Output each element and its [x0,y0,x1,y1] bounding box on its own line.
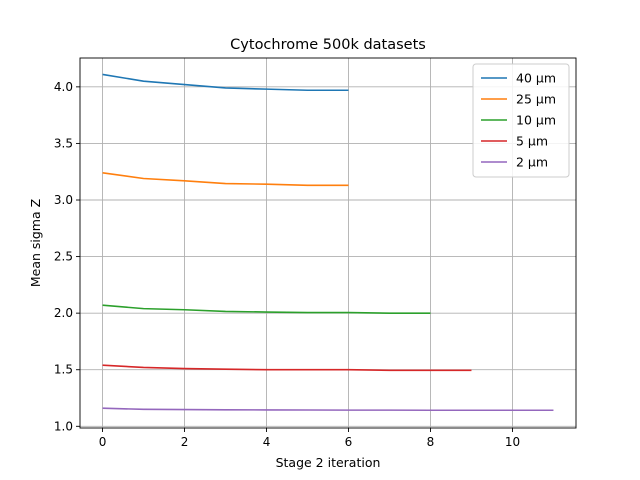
x-tick-label: 2 [181,435,189,449]
y-tick-label: 3.5 [54,136,73,150]
y-tick-label: 2.0 [54,306,73,320]
series-lines [102,73,554,412]
x-tick-label: 4 [263,435,271,449]
legend-label: 40 µm [516,71,556,86]
series-line-0 [102,73,349,92]
legend-label: 10 µm [516,113,556,128]
x-tick-label: 6 [345,435,353,449]
series-line-3 [102,364,472,372]
x-axis-label: Stage 2 iteration [276,455,381,470]
axes-frame [79,57,577,429]
series-line-1 [102,172,349,187]
legend-label: 5 µm [516,134,548,149]
axis-ticks: 0 2 4 6 8 10 1.0 1.5 2.0 2.5 3.0 3.5 4.0 [54,80,520,449]
legend-label: 25 µm [516,92,556,107]
y-tick-label: 1.5 [54,363,73,377]
x-tick-label: 8 [427,435,435,449]
legend-box [472,63,570,178]
series-line-4 [102,407,554,412]
chart-title: Cytochrome 500k datasets [230,37,426,53]
legend-label: 2 µm [516,155,548,170]
y-tick-label: 1.0 [54,419,73,433]
series-line-2 [102,304,431,314]
x-tick-label: 0 [99,435,107,449]
y-axis-label: Mean sigma Z [28,199,43,287]
axes-border [79,57,577,429]
x-tick-label: 10 [505,435,520,449]
y-tick-label: 4.0 [54,80,73,94]
y-tick-label: 3.0 [54,193,73,207]
y-tick-label: 2.5 [54,250,73,264]
legend: 40 µm 25 µm 10 µm 5 µm 2 µm [472,63,570,178]
